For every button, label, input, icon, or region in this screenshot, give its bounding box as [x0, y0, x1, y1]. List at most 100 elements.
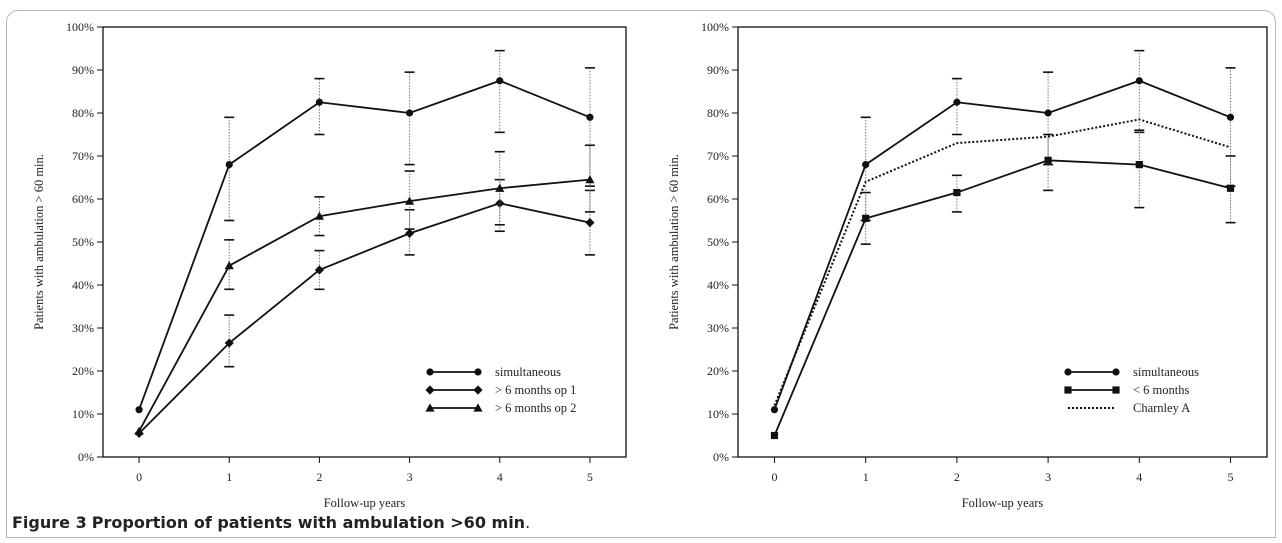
- data-point: [134, 426, 144, 435]
- x-axis-label: Follow-up years: [962, 496, 1044, 510]
- series-2: [134, 178, 595, 438]
- legend: simultaneous < 6 months Charnley A: [1064, 365, 1199, 415]
- y-tick-label: 10%: [72, 407, 94, 421]
- series-line: [138, 202, 591, 434]
- data-point: [770, 431, 779, 440]
- y-tick-label: 20%: [707, 364, 729, 378]
- data-point: [585, 218, 595, 228]
- data-point: [862, 214, 870, 222]
- y-axis-label: Patients with ambulation > 60 min.: [32, 154, 46, 330]
- x-tick-label: 0: [771, 470, 777, 484]
- legend-marker: [425, 403, 435, 412]
- data-point: [314, 211, 325, 220]
- y-tick-label: 100%: [66, 20, 94, 34]
- data-point: [496, 77, 504, 85]
- y-tick-label: 10%: [707, 407, 729, 421]
- data-point: [224, 261, 234, 270]
- y-tick-label: 40%: [72, 278, 94, 292]
- y-tick-label: 50%: [707, 235, 729, 249]
- data-point: [225, 161, 233, 169]
- series-line: [773, 79, 1231, 411]
- legend-label: simultaneous: [1133, 365, 1199, 379]
- x-tick-label: 1: [226, 470, 232, 484]
- legend-label: simultaneous: [495, 365, 561, 379]
- x-tick-label: 3: [407, 470, 413, 484]
- data-point: [404, 228, 415, 238]
- x-tick-label: 5: [1228, 470, 1234, 484]
- data-point: [495, 183, 505, 192]
- caption-end: .: [525, 513, 531, 532]
- data-point: [585, 175, 595, 184]
- data-point: [224, 338, 234, 348]
- y-tick-label: 80%: [72, 106, 94, 120]
- y-tick-label: 80%: [707, 106, 729, 120]
- series-2: [770, 129, 1236, 440]
- series-line: [138, 79, 591, 411]
- y-tick-label: 50%: [72, 235, 94, 249]
- data-point: [1226, 184, 1235, 192]
- y-tick-label: 30%: [707, 321, 729, 335]
- y-tick-label: 60%: [72, 192, 94, 206]
- legend-marker: [1064, 386, 1072, 394]
- data-point: [1044, 156, 1052, 164]
- legend-marker: [474, 368, 482, 376]
- y-tick-label: 60%: [707, 192, 729, 206]
- data-point: [770, 406, 779, 414]
- legend-marker: [473, 403, 483, 412]
- data-point: [1044, 109, 1052, 117]
- data-point: [405, 109, 414, 117]
- y-tick-label: 100%: [701, 20, 729, 34]
- x-tick-label: 2: [316, 470, 322, 484]
- y-tick-label: 0%: [78, 450, 94, 464]
- y-tick-label: 70%: [707, 149, 729, 163]
- data-point: [314, 265, 325, 275]
- series-line: [773, 118, 1231, 406]
- data-point: [1226, 113, 1235, 121]
- data-point: [1135, 161, 1143, 169]
- legend-label: > 6 months op 1: [495, 383, 576, 397]
- y-tick-label: 90%: [72, 63, 94, 77]
- legend-marker: [1112, 368, 1120, 376]
- caption-label: Figure 3: [12, 513, 87, 532]
- x-tick-label: 4: [497, 470, 503, 484]
- x-tick-label: 5: [587, 470, 593, 484]
- x-tick-label: 1: [863, 470, 869, 484]
- x-axis-label: Follow-up years: [324, 496, 406, 510]
- y-tick-label: 40%: [707, 278, 729, 292]
- data-point: [953, 98, 961, 106]
- series-line: [773, 159, 1231, 436]
- y-axis-label: Patients with ambulation > 60 min.: [667, 154, 681, 330]
- legend-marker: [426, 368, 434, 376]
- data-point: [1135, 77, 1143, 85]
- x-tick-label: 3: [1045, 470, 1051, 484]
- series-3: [134, 144, 595, 435]
- data-point: [404, 196, 415, 205]
- y-tick-label: 20%: [72, 364, 94, 378]
- legend-label: < 6 months: [1133, 383, 1189, 397]
- legend-label: Charnley A: [1133, 401, 1190, 415]
- y-tick-label: 70%: [72, 149, 94, 163]
- y-tick-label: 90%: [707, 63, 729, 77]
- x-tick-label: 0: [136, 470, 142, 484]
- chart-1: 0% 10% 20% 30% 40% 50% 60% 70% 80% 90% 100% 0 1 2 3 4 5 F…: [32, 20, 627, 510]
- legend-marker: [1112, 386, 1120, 394]
- data-point: [135, 406, 143, 414]
- legend-marker: [473, 385, 483, 395]
- legend-label: > 6 months op 2: [495, 401, 576, 415]
- legend-marker: [425, 385, 435, 395]
- figure-caption: Figure 3 Proportion of patients with amb…: [12, 513, 530, 532]
- series-1: [135, 49, 595, 414]
- y-tick-label: 30%: [72, 321, 94, 335]
- y-tick-label: 0%: [713, 450, 729, 464]
- x-tick-label: 4: [1136, 470, 1142, 484]
- data-point: [953, 188, 961, 197]
- series-line: [138, 178, 591, 432]
- legend: simultaneous > 6 months op 1 > 6 months op…: [425, 365, 576, 415]
- series-1: [770, 49, 1236, 414]
- x-tick-label: 2: [954, 470, 960, 484]
- data-point: [862, 161, 870, 169]
- figure-frame: [6, 10, 1276, 538]
- chart-2: 0% 10% 20% 30% 40% 50% 60% 70% 80% 90% 100% 0 1 2 3 4 5 F…: [667, 20, 1268, 510]
- legend-marker: [1064, 368, 1072, 376]
